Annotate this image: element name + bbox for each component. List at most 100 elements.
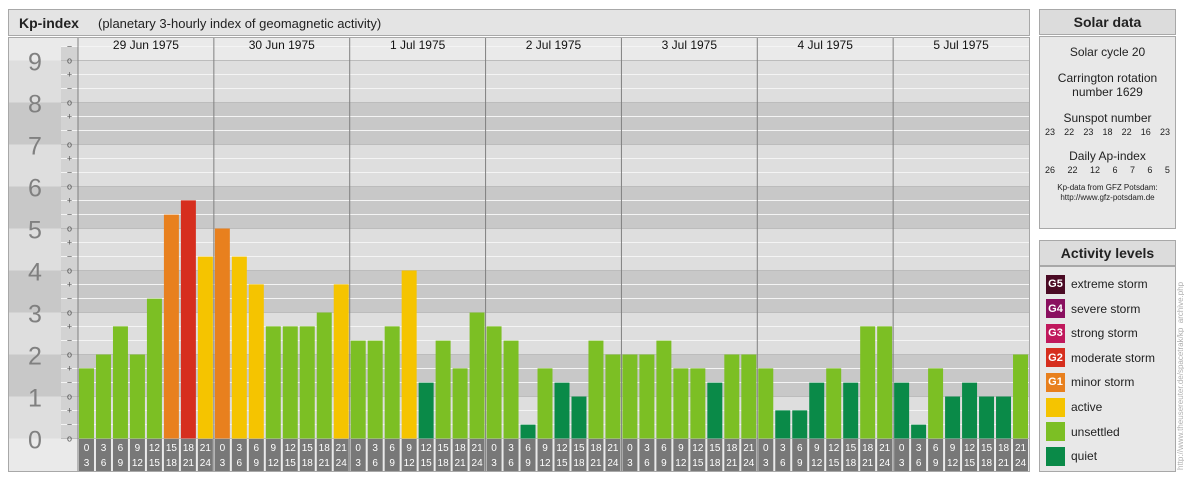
y-tick-2: 2 xyxy=(28,343,42,371)
interval-start-24: 0 xyxy=(491,443,497,454)
interval-end-44: 15 xyxy=(828,458,840,469)
minor-tick-4-2: − xyxy=(67,252,72,262)
kp-bar-22 xyxy=(452,368,468,439)
interval-end-9: 6 xyxy=(237,458,243,469)
kp-bar-45 xyxy=(843,382,859,439)
minor-tick-2-0: o xyxy=(67,350,72,360)
kp-bar-19 xyxy=(401,270,417,439)
interval-start-25: 3 xyxy=(508,443,514,454)
interval-start-48: 0 xyxy=(899,443,905,454)
interval-end-11: 12 xyxy=(268,458,280,469)
solar-data-heading: Solar data xyxy=(1039,9,1176,35)
interval-cell-34 xyxy=(656,439,672,471)
minor-tick-7-0: o xyxy=(67,140,72,150)
interval-start-20: 12 xyxy=(421,443,433,454)
interval-cell-35 xyxy=(673,439,689,471)
interval-start-17: 3 xyxy=(372,443,378,454)
interval-cell-38 xyxy=(724,439,740,471)
interval-end-53: 18 xyxy=(981,458,993,469)
interval-start-45: 15 xyxy=(845,443,857,454)
legend-swatch: G3 xyxy=(1046,323,1065,343)
interval-cell-41 xyxy=(775,439,791,471)
kp-bar-4 xyxy=(146,298,162,439)
interval-end-52: 15 xyxy=(964,458,976,469)
kp-bar-28 xyxy=(554,382,570,439)
interval-start-50: 6 xyxy=(933,443,939,454)
kp-bar-chart: 0 1 2 3 4 5 6 7 8 9 o − o + − o + − o + − o + − o + − o + − o + − o + − o + −2… xyxy=(8,37,1030,472)
interval-start-3: 9 xyxy=(135,443,141,454)
interval-start-12: 12 xyxy=(285,443,297,454)
carrington-line-1: Carrington rotation xyxy=(1057,71,1158,85)
interval-start-39: 21 xyxy=(743,443,755,454)
minor-tick-8-2: − xyxy=(67,84,72,94)
chart-header: Kp-index (planetary 3-hourly index of ge… xyxy=(8,9,1030,36)
interval-end-6: 21 xyxy=(183,458,195,469)
interval-cell-40 xyxy=(758,439,774,471)
interval-start-4: 12 xyxy=(149,443,161,454)
legend-label: minor storm xyxy=(1071,375,1135,390)
legend-swatch xyxy=(1046,446,1065,466)
kp-bar-2 xyxy=(112,326,128,439)
interval-end-47: 24 xyxy=(879,458,891,469)
kp-bar-37 xyxy=(707,382,723,439)
interval-end-10: 9 xyxy=(254,458,260,469)
interval-start-53: 15 xyxy=(981,443,993,454)
interval-start-51: 9 xyxy=(950,443,956,454)
interval-cell-55 xyxy=(1013,439,1028,471)
kp-bar-23 xyxy=(469,312,485,439)
interval-cell-9 xyxy=(231,439,247,471)
kp-bar-20 xyxy=(418,382,434,439)
interval-start-26: 6 xyxy=(525,443,531,454)
interval-end-41: 6 xyxy=(780,458,786,469)
interval-end-23: 24 xyxy=(472,458,484,469)
credit-line-2: http://www.gfz-potsdam.de xyxy=(1060,193,1155,202)
minor-tick-0-2: − xyxy=(67,420,72,430)
sunspot-value-6: 23 xyxy=(1159,127,1170,137)
interval-start-2: 6 xyxy=(118,443,124,454)
interval-cell-16 xyxy=(350,439,366,471)
interval-start-33: 3 xyxy=(644,443,650,454)
interval-cell-54 xyxy=(996,439,1012,471)
minor-tick-5-0: o xyxy=(67,224,72,234)
interval-end-15: 24 xyxy=(336,458,348,469)
interval-start-7: 21 xyxy=(200,443,212,454)
minor-tick-4-1: + xyxy=(67,279,72,289)
interval-cell-49 xyxy=(911,439,927,471)
interval-end-46: 21 xyxy=(862,458,874,469)
interval-start-32: 0 xyxy=(627,443,633,454)
interval-start-46: 18 xyxy=(862,443,874,454)
interval-cell-13 xyxy=(299,439,315,471)
kp-bar-0 xyxy=(79,368,94,439)
interval-end-51: 12 xyxy=(947,458,959,469)
legend-swatch xyxy=(1046,397,1065,417)
interval-cell-7 xyxy=(197,439,213,471)
kp-bar-32 xyxy=(622,354,638,439)
kp-bar-46 xyxy=(860,326,876,439)
interval-end-32: 3 xyxy=(627,458,633,469)
interval-cell-11 xyxy=(265,439,281,471)
interval-start-54: 18 xyxy=(998,443,1010,454)
interval-cell-42 xyxy=(792,439,808,471)
interval-start-22: 18 xyxy=(455,443,467,454)
interval-start-6: 18 xyxy=(183,443,195,454)
band-1 xyxy=(9,354,1029,397)
interval-cell-8 xyxy=(214,439,230,471)
interval-end-2: 9 xyxy=(118,458,124,469)
interval-end-0: 3 xyxy=(84,458,90,469)
activity-levels-legend: G5 extreme storm G4 severe storm G3 strong st… xyxy=(1039,266,1176,472)
band-6 xyxy=(9,144,1029,187)
interval-cell-33 xyxy=(639,439,655,471)
interval-cell-28 xyxy=(554,439,570,471)
interval-cell-39 xyxy=(741,439,757,471)
interval-end-30: 21 xyxy=(590,458,602,469)
kp-bar-12 xyxy=(282,326,298,439)
ap-label: Daily Ap-index xyxy=(1069,149,1146,163)
interval-cell-14 xyxy=(316,439,332,471)
day-label-2: 1 Jul 1975 xyxy=(390,38,446,52)
day-label-3: 2 Jul 1975 xyxy=(526,38,582,52)
data-credit: Kp-data from GFZ Potsdam: http://www.gfz… xyxy=(1040,183,1175,203)
ap-value-0: 26 xyxy=(1045,165,1056,175)
interval-start-47: 21 xyxy=(879,443,891,454)
legend-swatch: G5 xyxy=(1046,274,1065,294)
interval-end-29: 18 xyxy=(573,458,585,469)
